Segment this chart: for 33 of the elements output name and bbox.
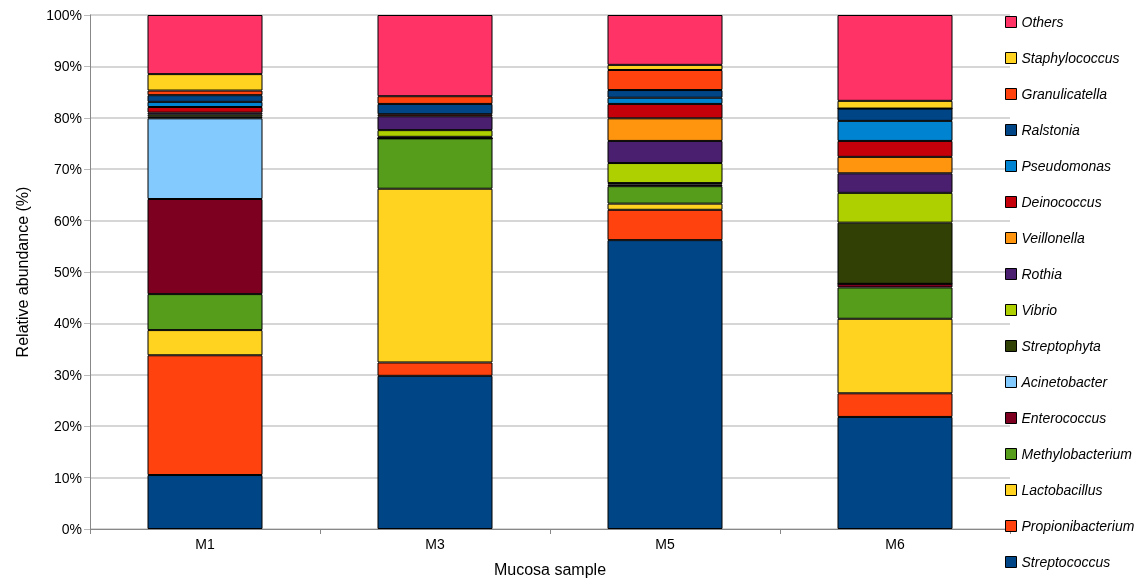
- y-tick-label: 0%: [61, 521, 82, 537]
- x-tick-label: M3: [425, 536, 445, 552]
- legend-label: Deinococcus: [1021, 194, 1102, 210]
- legend-label: Rothia: [1021, 266, 1063, 282]
- legend-label: Streptococcus: [1021, 554, 1111, 570]
- x-tick-label: M5: [655, 536, 675, 552]
- legend-label: Ralstonia: [1021, 122, 1081, 138]
- x-tick-label: M1: [195, 536, 215, 552]
- y-tick-label: 60%: [53, 212, 82, 229]
- legend-label: Vibrio: [1021, 302, 1058, 318]
- legend-label: Propionibacterium: [1021, 518, 1135, 534]
- y-tick-label: 40%: [53, 315, 82, 332]
- legend-label: Streptophyta: [1021, 338, 1102, 354]
- legend-label: Veillonella: [1021, 230, 1086, 246]
- y-tick-label: 30%: [53, 366, 82, 383]
- x-tick-label: M6: [885, 536, 905, 552]
- legend-label: Pseudomonas: [1021, 158, 1112, 174]
- legend-label: Staphylococcus: [1021, 50, 1120, 66]
- legend-label: Lactobacillus: [1021, 482, 1103, 498]
- y-tick-label: 70%: [53, 161, 82, 178]
- y-axis-title: Relative abundance (%): [13, 186, 31, 358]
- y-tick-label: 20%: [53, 418, 82, 435]
- legend-label: Granulicatella: [1021, 86, 1108, 102]
- x-axis-title: Mucosa sample: [493, 560, 607, 578]
- y-tick-label: 10%: [53, 469, 82, 486]
- legend-label: Methylobacterium: [1021, 446, 1133, 462]
- legend-label: Enterococcus: [1021, 410, 1107, 426]
- legend-label: Acinetobacter: [1020, 374, 1109, 390]
- y-tick-label: 90%: [53, 58, 82, 75]
- legend-label: Others: [1021, 14, 1064, 30]
- y-tick-label: 80%: [53, 109, 82, 126]
- y-tick-label: 100%: [46, 7, 82, 23]
- y-tick-label: 50%: [53, 264, 82, 280]
